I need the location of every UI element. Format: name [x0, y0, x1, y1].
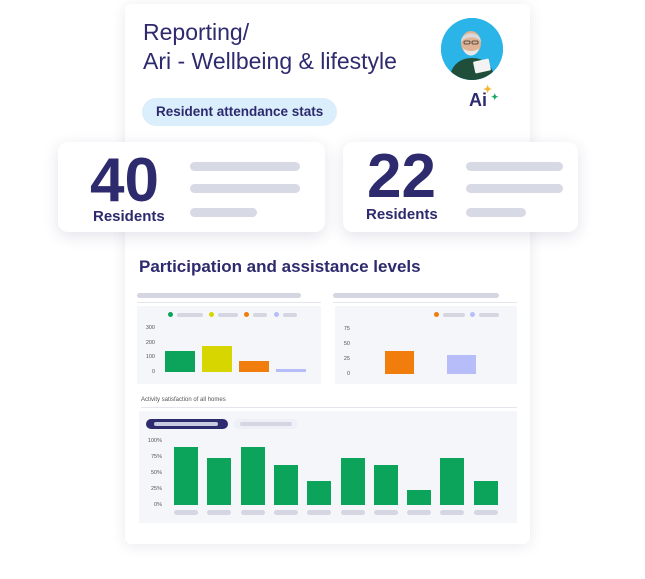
- x-axis-label-placeholder: [473, 510, 498, 515]
- avatar: [441, 18, 503, 80]
- legend-label: [443, 313, 465, 317]
- stat-value: 40: [90, 146, 159, 215]
- y-tick-label: 25: [343, 356, 350, 362]
- chart-bar[interactable]: [473, 481, 498, 505]
- y-tick-label: 0: [346, 371, 350, 377]
- divider: [333, 302, 517, 303]
- title-line-2: Ari - Wellbeing & lifestyle: [143, 48, 397, 74]
- y-tick-label: 0: [151, 369, 155, 375]
- chart-bar[interactable]: [407, 489, 432, 505]
- x-axis-label-placeholder: [440, 510, 465, 515]
- chart-bar[interactable]: [373, 465, 398, 505]
- y-tick-label: 25%: [150, 486, 162, 492]
- chart-bar[interactable]: [385, 351, 414, 374]
- chart-bar[interactable]: [240, 446, 265, 505]
- placeholder-line: [190, 184, 300, 193]
- x-axis-label-placeholder: [207, 510, 232, 515]
- chart-header-placeholder: [333, 293, 499, 298]
- legend-dot: [168, 312, 173, 317]
- chart-bar[interactable]: [340, 458, 365, 505]
- chart-bar[interactable]: [174, 446, 198, 505]
- chart-bar[interactable]: [273, 465, 298, 505]
- ai-logo-text: Ai: [469, 90, 487, 110]
- y-tick-label: 300: [145, 325, 155, 331]
- y-tick-label: 75: [343, 326, 350, 332]
- placeholder-line: [466, 184, 563, 193]
- chart-bar[interactable]: [447, 355, 476, 374]
- stat-value: 22: [367, 142, 436, 211]
- placeholder-line: [190, 208, 257, 217]
- y-tick-label: 0%: [154, 502, 162, 508]
- chart-assistance-levels: 75 50 25 0: [335, 306, 517, 384]
- legend-label: [479, 313, 499, 317]
- x-axis-label-placeholder: [240, 510, 265, 515]
- y-tick-label: 100: [145, 354, 155, 361]
- section-title: Participation and assistance levels: [139, 257, 421, 276]
- y-tick-label: 200: [145, 339, 155, 346]
- legend-label: [253, 313, 267, 317]
- y-tick-label: 50: [343, 341, 350, 347]
- stat-label: Residents: [93, 208, 165, 225]
- chart-header-placeholder: [137, 293, 301, 298]
- chart-bar[interactable]: [307, 481, 332, 505]
- y-tick-label: 75%: [150, 454, 162, 460]
- sparkle-small-icon: ✦: [491, 92, 499, 102]
- divider: [137, 302, 321, 303]
- legend-dot: [470, 312, 475, 317]
- placeholder-line: [190, 162, 300, 171]
- legend-dot: [244, 312, 249, 317]
- chart-activity-satisfaction: 100% 75% 50% 25% 0%: [139, 411, 517, 523]
- x-axis-label-placeholder: [407, 510, 432, 515]
- chart-bar[interactable]: [276, 369, 306, 372]
- x-axis-label-placeholder: [174, 510, 198, 515]
- legend-label: [283, 313, 297, 317]
- x-axis-label-placeholder: [373, 510, 398, 515]
- chart-bar[interactable]: [239, 361, 269, 372]
- chart-attendance-levels: 300 200 100 0: [137, 306, 321, 384]
- sparkle-icon: ✦: [483, 84, 493, 96]
- chart-title: Activity satisfaction of all homes: [141, 397, 226, 403]
- x-axis-label-placeholder: [307, 510, 332, 515]
- placeholder-line: [466, 208, 526, 217]
- chart-bar[interactable]: [165, 350, 195, 372]
- chart-bar[interactable]: [207, 457, 232, 505]
- chart-bar[interactable]: [440, 457, 465, 505]
- title-line-1: Reporting/: [143, 19, 250, 45]
- placeholder-line: [466, 162, 563, 171]
- page-title: Reporting/ Ari - Wellbeing & lifestyle: [143, 18, 397, 76]
- y-tick-label: 100%: [147, 438, 162, 444]
- x-axis-label-placeholder: [273, 510, 298, 515]
- stat-label: Residents: [366, 206, 438, 223]
- legend-dot: [274, 312, 279, 317]
- legend-dot: [434, 312, 439, 317]
- tab-inactive[interactable]: [234, 419, 298, 429]
- legend-label: [177, 313, 203, 317]
- attendance-stats-badge[interactable]: Resident attendance stats: [142, 98, 338, 126]
- x-axis-label-placeholder: [340, 510, 365, 515]
- chart-bar[interactable]: [202, 345, 232, 372]
- stat-card-2: 22 Residents: [343, 142, 578, 232]
- legend-dot: [209, 312, 214, 317]
- ai-logo: Ai ✦ ✦: [469, 84, 499, 111]
- divider: [141, 407, 517, 408]
- y-tick-label: 50%: [150, 470, 162, 476]
- legend-label: [218, 313, 238, 317]
- stat-card-1: 40 Residents: [58, 142, 325, 232]
- avatar-portrait-icon: [441, 18, 503, 80]
- tab-active[interactable]: [146, 419, 228, 429]
